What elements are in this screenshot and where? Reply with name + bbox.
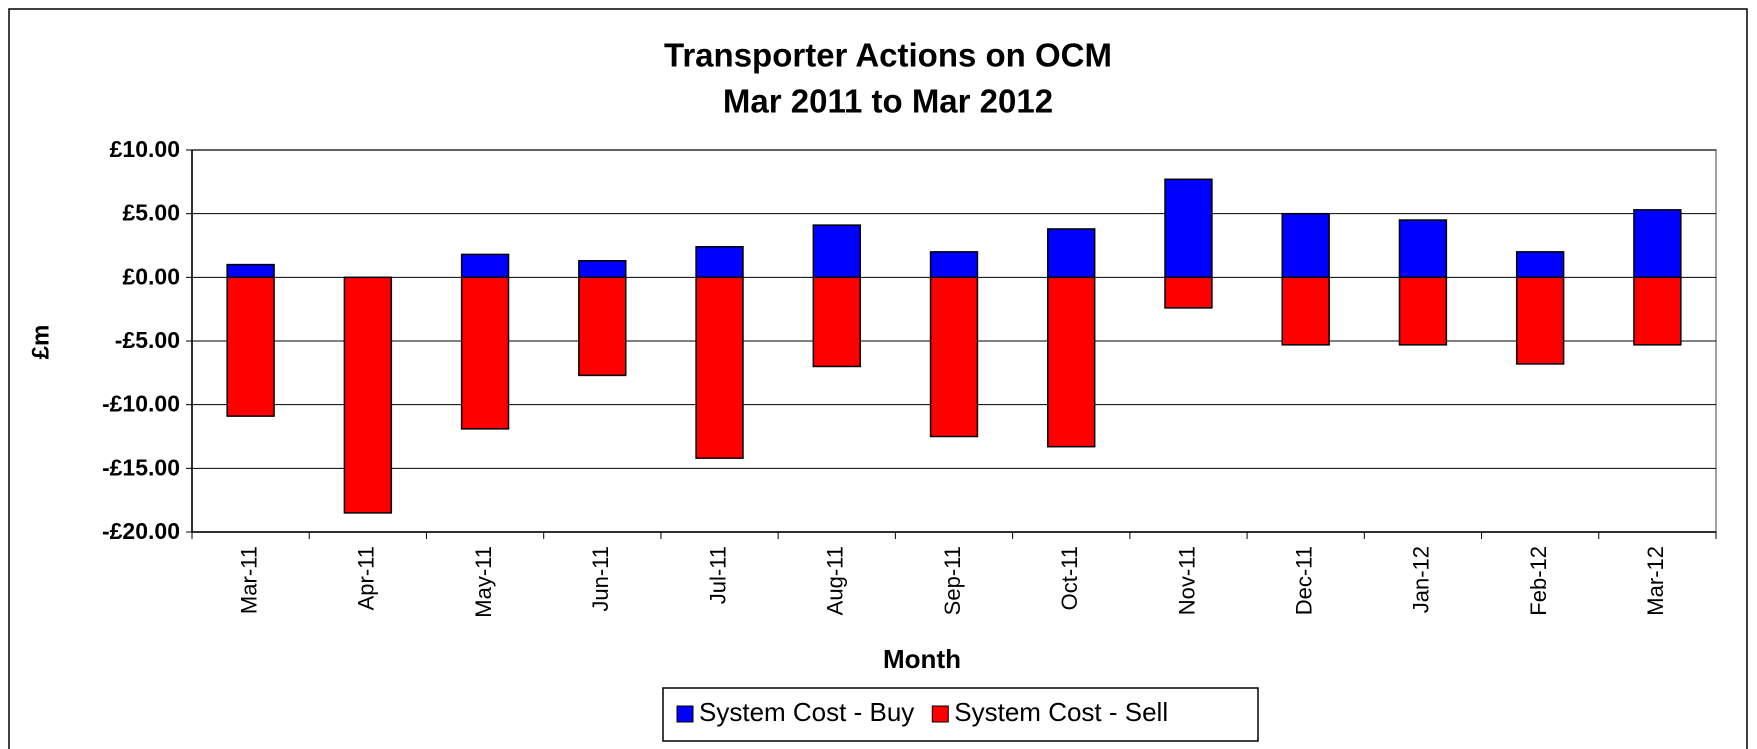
- bar: [929, 251, 979, 279]
- bar: [1164, 178, 1213, 279]
- x-tick-label: Mar-11: [236, 546, 261, 614]
- x-tick-label: Aug-11: [823, 546, 848, 615]
- y-tick-label: £10.00: [110, 136, 180, 162]
- bar: [812, 276, 861, 368]
- bar: [1047, 276, 1096, 448]
- x-tick-label: Nov-11: [1174, 546, 1199, 615]
- x-tick-label: Mar-12: [1643, 546, 1668, 616]
- legend-box: [662, 687, 1259, 742]
- x-tick-label: Apr-11: [354, 546, 379, 610]
- x-tick-label: May-11: [471, 546, 496, 618]
- bar: [1633, 276, 1682, 346]
- bar: [929, 276, 979, 438]
- y-tick-label: -£5.00: [115, 327, 180, 353]
- chart-title: Transporter Actions on OCM: [664, 37, 1112, 74]
- legend-label: System Cost - Buy: [699, 697, 914, 727]
- x-tick-label: Dec-11: [1292, 546, 1317, 615]
- bar: [343, 276, 393, 514]
- bar: [1398, 276, 1448, 346]
- legend-label: System Cost - Sell: [954, 697, 1168, 727]
- bar: [812, 224, 861, 279]
- y-tick-label: -£10.00: [102, 391, 180, 417]
- bar: [1515, 251, 1565, 279]
- bar: [1281, 212, 1330, 279]
- legend-swatch: [931, 705, 949, 723]
- x-tick-label: Feb-12: [1526, 546, 1551, 616]
- y-axis-label: £m: [27, 325, 54, 360]
- x-tick-label: Jul-11: [705, 546, 730, 604]
- chart-subtitle: Mar 2011 to Mar 2012: [723, 83, 1053, 120]
- x-tick-label: Oct-11: [1057, 546, 1082, 610]
- bar: [695, 276, 744, 459]
- bar: [1164, 276, 1213, 309]
- bar: [1515, 276, 1565, 365]
- y-tick-label: £5.00: [122, 200, 180, 226]
- bar: [460, 253, 510, 279]
- y-tick-label: -£15.00: [102, 454, 180, 480]
- x-tick-label: Jun-11: [588, 546, 613, 612]
- bar: [1281, 276, 1330, 346]
- x-axis-label: Month: [883, 644, 961, 674]
- bar: [460, 276, 510, 430]
- x-tick-label: Jan-12: [1409, 546, 1434, 613]
- bar: [226, 263, 275, 279]
- y-tick-label: -£20.00: [102, 518, 180, 544]
- bar: [1047, 228, 1096, 279]
- bar: [1633, 209, 1682, 279]
- bar: [695, 246, 744, 279]
- y-tick-label: £0.00: [122, 263, 180, 289]
- legend-swatch: [676, 705, 694, 723]
- x-tick-label: Sep-11: [940, 546, 965, 615]
- bar: [1398, 219, 1448, 279]
- bar: [578, 260, 627, 279]
- bar: [226, 276, 275, 417]
- bar: [578, 276, 627, 377]
